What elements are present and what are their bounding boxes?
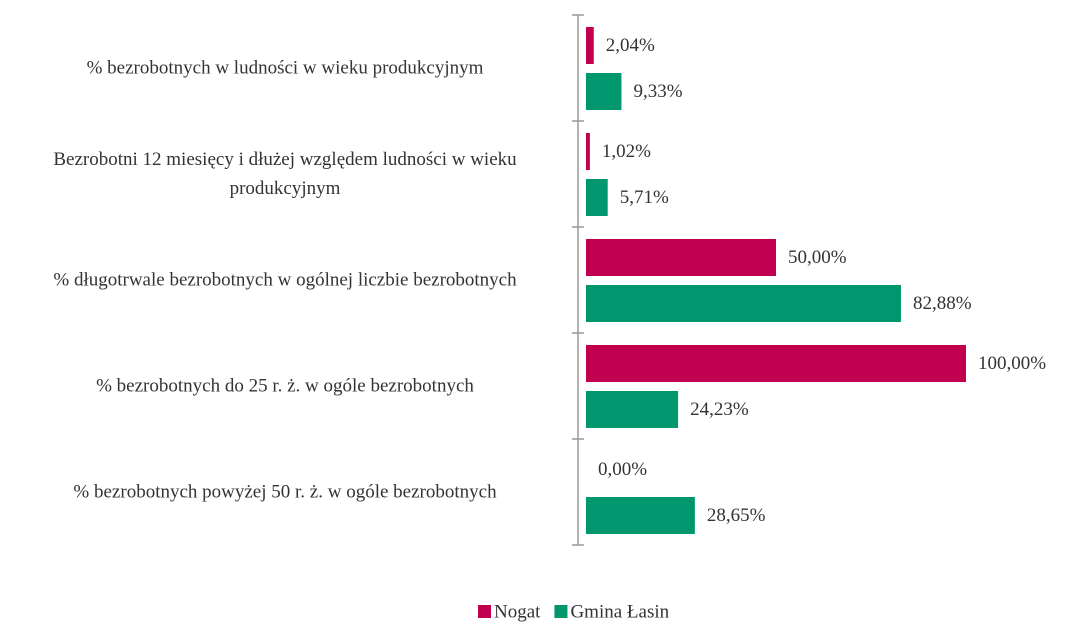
- category-label: Bezrobotni 12 miesięcy i dłużej względem…: [53, 149, 517, 199]
- value-label: 0,00%: [598, 459, 647, 480]
- category-label: % długotrwale bezrobotnych w ogólnej lic…: [53, 269, 517, 291]
- value-label: 28,65%: [707, 505, 766, 526]
- category-label: % bezrobotnych do 25 r. ż. w ogóle bezro…: [96, 375, 474, 397]
- value-label: 5,71%: [620, 187, 669, 208]
- legend-swatch: [554, 605, 568, 618]
- legend-label: Nogat: [494, 601, 541, 622]
- value-label: 9,33%: [633, 81, 682, 102]
- value-label: 100,00%: [978, 353, 1046, 374]
- bar: [586, 73, 622, 110]
- category-label: % bezrobotnych w ludności w wieku produk…: [86, 57, 484, 79]
- bar: [586, 179, 608, 216]
- value-label: 82,88%: [913, 293, 972, 314]
- value-label: 2,04%: [606, 35, 655, 56]
- bar: [586, 239, 776, 276]
- value-label: 50,00%: [788, 247, 847, 268]
- value-label: 24,23%: [690, 399, 749, 420]
- legend-label: Gmina Łasin: [570, 601, 669, 622]
- bar: [586, 497, 695, 534]
- value-label: 1,02%: [602, 141, 651, 162]
- bar: [586, 285, 901, 322]
- bar: [586, 27, 594, 64]
- legend-swatch: [478, 605, 491, 618]
- category-label: % bezrobotnych powyżej 50 r. ż. w ogóle …: [73, 481, 497, 503]
- bar: [586, 391, 679, 428]
- bar: [586, 133, 590, 170]
- bar: [586, 345, 966, 382]
